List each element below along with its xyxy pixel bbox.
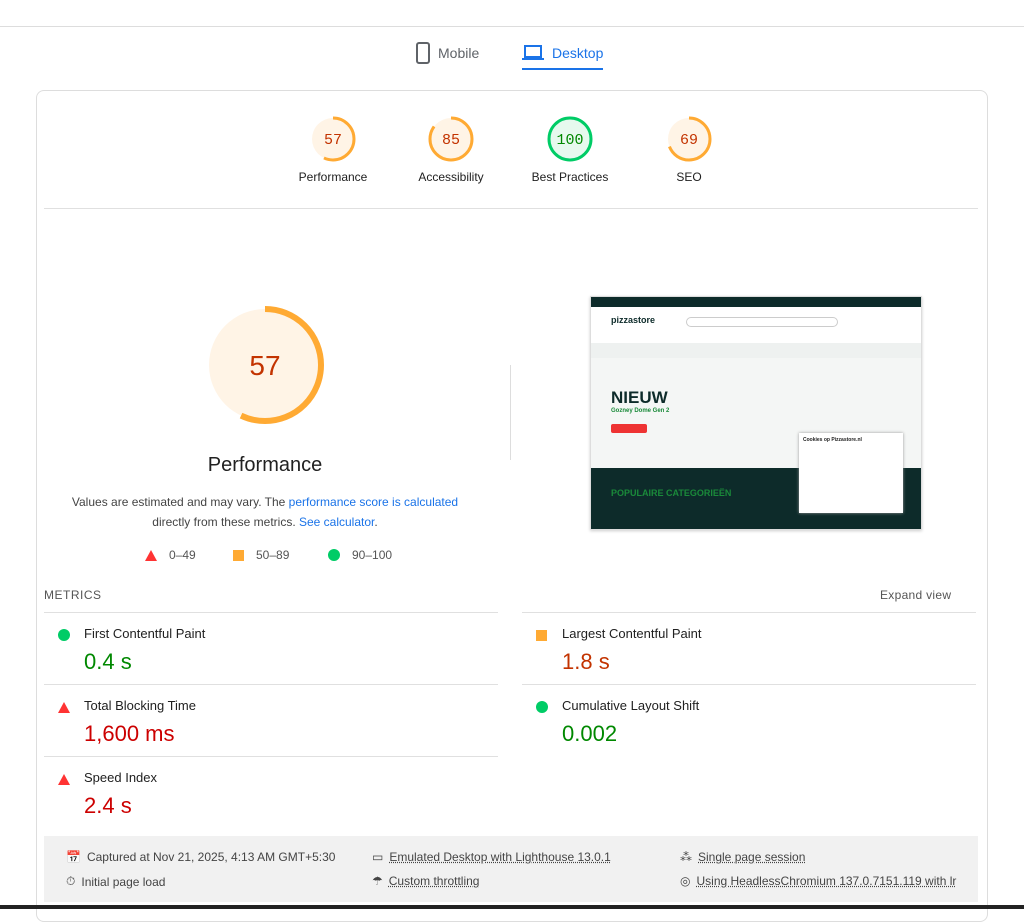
legend-pass: 90–100 xyxy=(328,548,392,562)
legend-label: 90–100 xyxy=(352,548,393,562)
category-label: Accessibility xyxy=(418,170,484,184)
browser-text[interactable]: Using HeadlessChromium 137.0.7151.119 wi… xyxy=(696,874,957,888)
laptop-icon xyxy=(522,45,544,60)
circle-icon xyxy=(328,549,340,561)
captured-text: Captured at Nov 21, 2025, 4:13 AM GMT+5:… xyxy=(86,850,336,864)
score-ring: 100 xyxy=(547,116,593,162)
metric-label: Total Blocking Time xyxy=(84,698,196,713)
session-icon: ⁂ xyxy=(680,850,692,864)
metric-label: First Contentful Paint xyxy=(84,626,206,641)
session-text[interactable]: Single page session xyxy=(698,850,806,864)
chrome-icon: ◎ xyxy=(680,874,691,888)
emulated-info[interactable]: ▭ Emulated Desktop with Lighthouse 13.0.1 xyxy=(372,850,611,864)
calendar-icon: 📅 xyxy=(66,850,81,864)
load-info: ⏱ Initial page load xyxy=(66,874,165,889)
metric-value: 1.8 s xyxy=(562,649,610,674)
legend-fail: 0–49 xyxy=(145,548,196,562)
load-text: Initial page load xyxy=(81,874,166,889)
metric-item: Largest Contentful Paint 1.8 s xyxy=(522,612,976,685)
divider xyxy=(44,208,978,209)
desc-text: directly from these metrics. xyxy=(152,515,299,529)
tab-mobile[interactable]: Mobile xyxy=(416,38,479,68)
top-divider xyxy=(0,26,1024,27)
shot-headline: NIEUW xyxy=(611,388,668,407)
category-score: 69 xyxy=(680,132,698,149)
metric-value: 1,600 ms xyxy=(84,721,175,746)
tab-desktop[interactable]: Desktop xyxy=(522,38,604,70)
session-info[interactable]: ⁂ Single page session xyxy=(680,850,805,864)
shot-cookie-banner: Cookies op Pizzastore.nl xyxy=(799,433,903,513)
metric-label: Cumulative Layout Shift xyxy=(562,698,700,713)
category-score: 85 xyxy=(442,132,460,149)
performance-description: Values are estimated and may vary. The p… xyxy=(60,492,470,532)
expand-view-button[interactable]: Expand view xyxy=(880,588,952,602)
phone-icon xyxy=(416,42,430,64)
metrics-heading: METRICS xyxy=(44,588,102,602)
triangle-icon xyxy=(145,549,157,561)
triangle-icon xyxy=(58,702,70,713)
triangle-icon xyxy=(58,774,70,785)
legend-label: 50–89 xyxy=(256,548,290,562)
category-gauge-3[interactable]: 69 SEO xyxy=(629,114,749,184)
square-icon xyxy=(536,630,547,641)
category-label: Best Practices xyxy=(531,170,609,184)
browser-info[interactable]: ◎ Using HeadlessChromium 137.0.7151.119 w… xyxy=(680,874,956,888)
run-info: 📅 Captured at Nov 21, 2025, 4:13 AM GMT+5… xyxy=(44,836,978,902)
category-gauge-0[interactable]: 57 Performance xyxy=(273,114,393,184)
score-calculated-link[interactable]: performance score is calculated xyxy=(288,495,459,509)
metric-item: Speed Index 2.4 s xyxy=(44,756,498,829)
see-calculator-link[interactable]: See calculator xyxy=(298,515,375,529)
square-icon xyxy=(233,549,244,561)
performance-score: 57 xyxy=(249,350,280,381)
score-ring: 85 xyxy=(428,116,474,162)
legend-average: 50–89 xyxy=(233,548,289,562)
throttling-text[interactable]: Custom throttling xyxy=(388,874,480,888)
score-ring: 69 xyxy=(666,116,712,162)
shot-sub: Gozney Dome Gen 2 xyxy=(611,408,670,414)
category-gauge-1[interactable]: 85 Accessibility xyxy=(391,114,511,184)
tab-desktop-label: Desktop xyxy=(552,45,604,61)
devices-icon: ▭ xyxy=(372,850,384,864)
circle-icon xyxy=(58,629,70,641)
emulated-text[interactable]: Emulated Desktop with Lighthouse 13.0.1 xyxy=(389,850,611,864)
category-label: Performance xyxy=(298,170,368,184)
metric-item: Total Blocking Time 1,600 ms xyxy=(44,684,498,757)
wifi-icon: ☂ xyxy=(372,874,383,888)
circle-icon xyxy=(536,701,548,713)
captured-info: 📅 Captured at Nov 21, 2025, 4:13 AM GMT+5… xyxy=(66,850,335,864)
throttling-info[interactable]: ☂ Custom throttling xyxy=(372,874,479,888)
category-label: SEO xyxy=(676,170,702,184)
score-ring: 57 xyxy=(310,116,356,162)
metric-item: First Contentful Paint 0.4 s xyxy=(44,612,498,685)
desc-text: . xyxy=(374,515,378,529)
category-score: 57 xyxy=(324,132,342,149)
desc-text: Values are estimated and may vary. The xyxy=(71,495,289,509)
category-score: 100 xyxy=(556,132,583,149)
performance-title: Performance xyxy=(207,454,323,476)
metric-value: 0.4 s xyxy=(84,649,132,674)
bottom-bar xyxy=(0,905,1024,909)
category-gauge-2[interactable]: 100 Best Practices xyxy=(510,114,630,184)
metric-item: Cumulative Layout Shift 0.002 xyxy=(522,684,976,757)
performance-gauge-large: 57 xyxy=(205,305,325,430)
timer-icon: ⏱ xyxy=(66,874,76,888)
legend-label: 0–49 xyxy=(169,548,196,562)
metric-label: Largest Contentful Paint xyxy=(562,626,702,641)
metric-value: 0.002 xyxy=(562,721,618,746)
metric-label: Speed Index xyxy=(84,770,158,785)
tab-mobile-label: Mobile xyxy=(438,45,480,61)
page-screenshot: pizzastore NIEUW Gozney Dome Gen 2 POPULA… xyxy=(590,296,922,530)
separator xyxy=(510,365,511,460)
metric-value: 2.4 s xyxy=(84,793,132,818)
